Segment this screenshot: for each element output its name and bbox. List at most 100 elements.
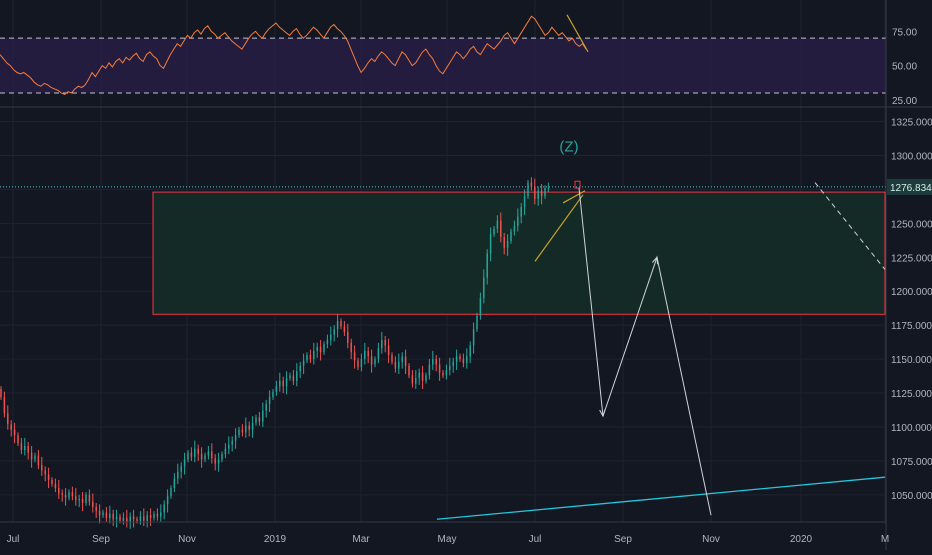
candle-body[interactable] [265,403,267,411]
candle-body[interactable] [309,355,312,360]
candle-body[interactable] [275,386,278,392]
candle-body[interactable] [187,452,189,460]
candle-body[interactable] [466,356,468,364]
candle-body[interactable] [326,340,329,345]
candle-body[interactable] [71,492,74,497]
candle-body[interactable] [306,355,308,361]
candle-body[interactable] [350,342,352,353]
candle-body[interactable] [234,435,237,441]
candle-body[interactable] [68,492,70,498]
candle-body[interactable] [10,424,12,430]
candle-body[interactable] [479,297,482,316]
candle-body[interactable] [51,479,53,484]
candle-body[interactable] [149,515,152,518]
candle-body[interactable] [333,329,335,335]
candle-body[interactable] [316,346,318,351]
candle-body[interactable] [207,451,210,456]
candle-body[interactable] [160,512,162,517]
candle-body[interactable] [177,471,179,479]
candle-body[interactable] [432,359,434,365]
candle-body[interactable] [547,188,550,190]
candle-body[interactable] [13,429,16,436]
candle-body[interactable] [449,365,451,370]
candle-body[interactable] [493,228,495,235]
candle-body[interactable] [513,226,516,232]
candle-body[interactable] [81,498,84,503]
candle-body[interactable] [85,494,87,503]
candle-body[interactable] [44,470,46,475]
candle-body[interactable] [319,346,322,353]
candle-body[interactable] [537,190,539,199]
candle-body[interactable] [217,459,220,464]
candle-body[interactable] [523,196,526,208]
candle-body[interactable] [394,361,397,369]
candle-body[interactable] [105,512,108,518]
candle-body[interactable] [75,496,77,501]
candle-body[interactable] [506,240,509,248]
candle-body[interactable] [323,344,325,353]
candle-body[interactable] [418,372,420,379]
rsi-line[interactable] [0,15,587,95]
candle-body[interactable] [483,277,485,298]
candle-body[interactable] [224,448,227,455]
candle-body[interactable] [534,186,536,199]
candle-body[interactable] [472,329,475,346]
candle-body[interactable] [353,352,356,361]
candle-body[interactable] [251,422,254,430]
candle-body[interactable] [58,488,60,494]
candle-body[interactable] [37,455,40,465]
candle-body[interactable] [510,231,512,241]
demand-zone-box[interactable] [152,191,886,315]
candle-body[interactable] [343,326,346,332]
candle-body[interactable] [340,321,342,327]
candle-body[interactable] [200,454,203,460]
candle-body[interactable] [153,513,155,518]
candle-body[interactable] [61,493,63,495]
candle-body[interactable] [64,494,67,498]
candle-body[interactable] [364,350,366,360]
candle-body[interactable] [279,380,281,387]
candle-body[interactable] [544,188,546,197]
candle-body[interactable] [268,397,271,404]
candle-body[interactable] [115,516,118,520]
candle-body[interactable] [163,504,165,513]
candle-body[interactable] [367,350,369,357]
candle-body[interactable] [500,220,502,237]
candle-body[interactable] [255,417,257,423]
candle-body[interactable] [112,513,114,520]
candle-body[interactable] [398,361,400,369]
candle-body[interactable] [41,464,43,471]
candle-body[interactable] [496,220,499,229]
candle-body[interactable] [527,182,529,197]
candle-body[interactable] [384,340,386,346]
candle-body[interactable] [248,425,250,430]
candle-body[interactable] [438,364,441,373]
candle-body[interactable] [421,372,424,381]
projection-dashed-line[interactable] [814,182,886,270]
candle-body[interactable] [381,340,383,349]
candle-body[interactable] [20,443,23,451]
candle-body[interactable] [231,440,233,445]
candle-body[interactable] [391,355,393,362]
candle-body[interactable] [183,459,186,467]
candle-body[interactable] [156,513,159,517]
candle-body[interactable] [3,397,6,414]
candle-body[interactable] [126,517,128,522]
candle-body[interactable] [211,451,213,459]
candle-body[interactable] [360,359,363,368]
candle-body[interactable] [98,511,101,516]
candle-body[interactable] [435,359,437,365]
candle-body[interactable] [204,455,206,460]
candle-body[interactable] [109,513,111,518]
candle-body[interactable] [7,413,9,425]
candle-body[interactable] [245,425,247,433]
candle-body[interactable] [0,388,2,398]
candle-body[interactable] [459,356,461,360]
candle-body[interactable] [455,356,458,362]
candle-body[interactable] [47,474,50,480]
candle-body[interactable] [194,448,196,457]
candle-body[interactable] [17,435,19,444]
candle-body[interactable] [166,496,169,505]
candle-body[interactable] [370,356,373,365]
